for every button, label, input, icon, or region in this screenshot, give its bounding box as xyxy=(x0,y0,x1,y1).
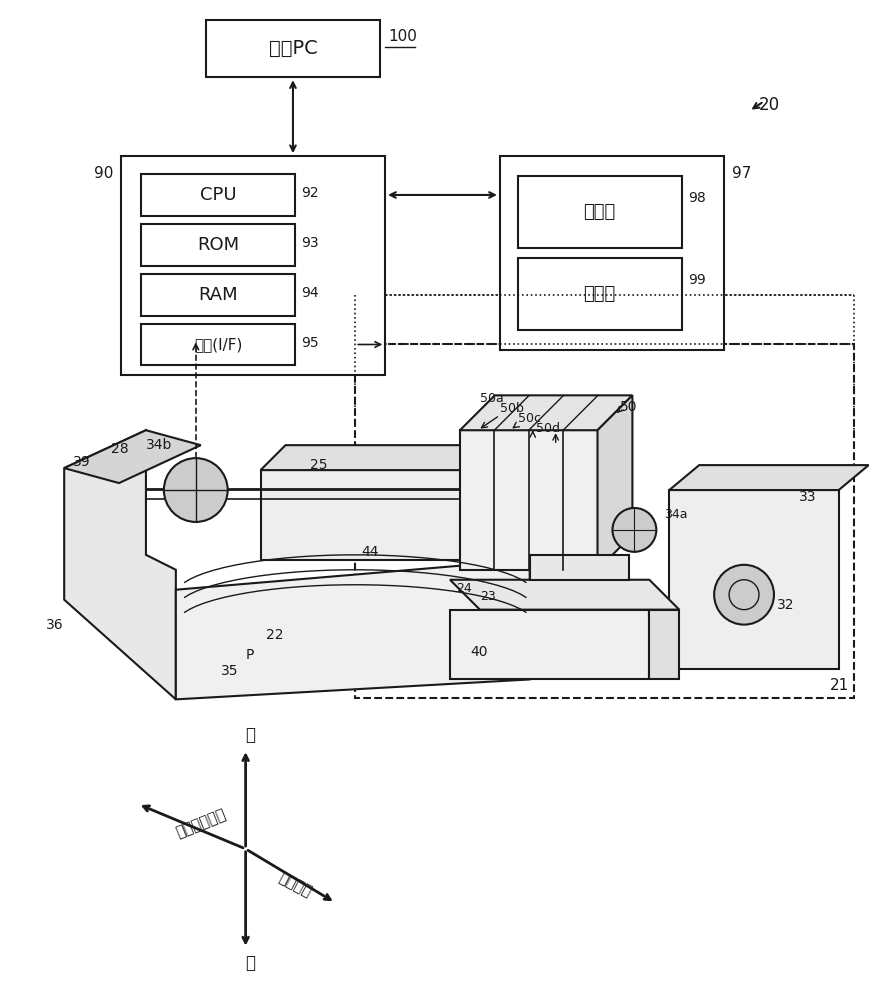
Text: 操作部: 操作部 xyxy=(583,285,616,303)
Text: 32: 32 xyxy=(777,598,795,612)
Text: 输送方向: 输送方向 xyxy=(276,870,314,900)
Text: 90: 90 xyxy=(94,166,113,181)
Text: 接口(I/F): 接口(I/F) xyxy=(194,337,243,352)
Polygon shape xyxy=(260,445,585,470)
Bar xyxy=(141,324,295,365)
Text: 34b: 34b xyxy=(146,438,172,452)
Text: 23: 23 xyxy=(480,590,495,603)
Polygon shape xyxy=(64,430,175,699)
Text: 93: 93 xyxy=(301,236,319,250)
Text: 50b: 50b xyxy=(500,402,524,415)
Text: 滑架移动方向: 滑架移动方向 xyxy=(174,807,228,841)
Bar xyxy=(355,344,854,698)
Polygon shape xyxy=(530,555,629,580)
Text: 50: 50 xyxy=(619,400,637,414)
Polygon shape xyxy=(669,465,868,490)
Polygon shape xyxy=(450,580,680,610)
Polygon shape xyxy=(460,395,633,430)
Text: 92: 92 xyxy=(301,186,319,200)
Polygon shape xyxy=(560,445,585,560)
Circle shape xyxy=(164,458,228,522)
Text: 21: 21 xyxy=(829,678,849,693)
Text: 用户PC: 用户PC xyxy=(268,39,317,58)
Bar xyxy=(141,224,295,266)
Bar xyxy=(355,295,854,344)
Text: ROM: ROM xyxy=(198,236,239,254)
Text: 40: 40 xyxy=(470,645,487,659)
Text: 99: 99 xyxy=(688,273,706,287)
Bar xyxy=(141,174,295,216)
Text: 36: 36 xyxy=(45,618,63,632)
Text: 34a: 34a xyxy=(664,508,688,521)
Circle shape xyxy=(612,508,657,552)
Circle shape xyxy=(714,565,774,625)
Text: 显示部: 显示部 xyxy=(583,203,616,221)
Bar xyxy=(206,20,380,77)
Text: 28: 28 xyxy=(111,442,128,456)
Text: 上: 上 xyxy=(245,726,255,744)
Text: 50c: 50c xyxy=(518,412,541,425)
Text: 100: 100 xyxy=(388,29,417,44)
Text: 24: 24 xyxy=(456,582,471,595)
Text: 22: 22 xyxy=(266,628,283,642)
Text: 25: 25 xyxy=(310,458,328,472)
Text: 33: 33 xyxy=(799,490,816,504)
Bar xyxy=(517,258,682,330)
Polygon shape xyxy=(175,560,530,699)
Text: 下: 下 xyxy=(245,954,255,972)
Text: 20: 20 xyxy=(759,96,781,114)
Text: 50d: 50d xyxy=(536,422,560,435)
Text: CPU: CPU xyxy=(200,186,237,204)
Polygon shape xyxy=(64,430,201,483)
Bar xyxy=(121,156,385,375)
Polygon shape xyxy=(669,490,839,669)
Text: RAM: RAM xyxy=(198,286,238,304)
Bar xyxy=(500,156,724,350)
Text: 95: 95 xyxy=(301,336,319,350)
Bar xyxy=(517,176,682,248)
Polygon shape xyxy=(450,610,649,679)
Text: 94: 94 xyxy=(301,286,319,300)
Polygon shape xyxy=(260,470,560,560)
Bar xyxy=(141,274,295,316)
Text: 44: 44 xyxy=(361,545,379,559)
Polygon shape xyxy=(460,430,597,570)
Text: 97: 97 xyxy=(732,166,751,181)
Text: P: P xyxy=(245,648,254,662)
Polygon shape xyxy=(597,395,633,570)
Text: 98: 98 xyxy=(688,191,706,205)
Text: 39: 39 xyxy=(74,455,90,469)
Text: 35: 35 xyxy=(221,664,238,678)
Text: 50a: 50a xyxy=(480,392,504,405)
Polygon shape xyxy=(649,610,680,679)
